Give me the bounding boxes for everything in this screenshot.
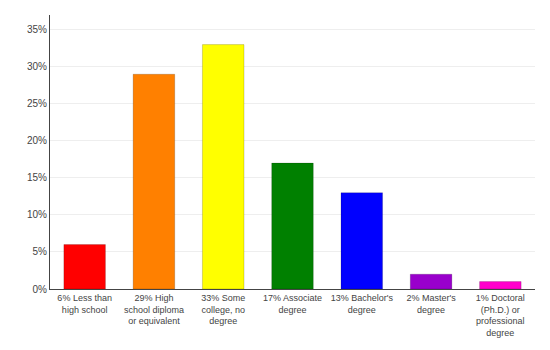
svg-text:15%: 15% (27, 172, 47, 183)
svg-text:25%: 25% (27, 98, 47, 109)
svg-text:35%: 35% (27, 24, 47, 35)
svg-text:17% Associatedegree: 17% Associatedegree (263, 293, 322, 315)
svg-text:30%: 30% (27, 61, 47, 72)
svg-text:10%: 10% (27, 209, 47, 220)
svg-text:29% Highschool diplomaor equiv: 29% Highschool diplomaor equivalent (124, 293, 184, 326)
svg-text:6% Less thanhigh school: 6% Less thanhigh school (57, 293, 112, 315)
svg-text:2% Master'sdegree: 2% Master'sdegree (406, 293, 456, 315)
svg-text:0%: 0% (33, 284, 48, 295)
svg-text:1% Doctoral(Ph.D.) orprofessio: 1% Doctoral(Ph.D.) orprofessionaldegree (476, 293, 525, 338)
svg-text:5%: 5% (33, 246, 48, 257)
svg-text:13% Bachelor'sdegree: 13% Bachelor'sdegree (331, 293, 394, 315)
svg-text:33% Somecollege, nodegree: 33% Somecollege, nodegree (201, 293, 245, 326)
svg-text:20%: 20% (27, 135, 47, 146)
